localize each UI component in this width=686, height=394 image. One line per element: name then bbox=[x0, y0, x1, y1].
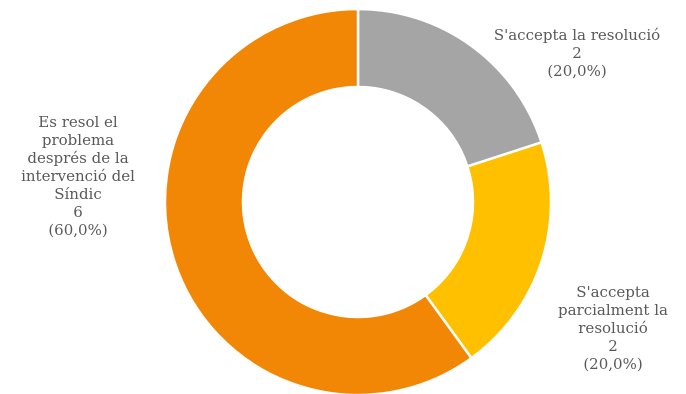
slice-label-line: Síndic bbox=[54, 185, 102, 203]
slice-label-value: 2 bbox=[608, 337, 618, 355]
slice-label-line: parcialment la bbox=[558, 301, 668, 319]
slice-label-percent: (20,0%) bbox=[547, 62, 607, 80]
slice-label-line: intervenció del bbox=[21, 167, 135, 185]
slice-label-line: S'accepta bbox=[576, 283, 650, 301]
slice-label-value: 2 bbox=[572, 44, 582, 62]
slice-label-line: problema bbox=[41, 131, 115, 149]
slice-label-line: S'accepta la resolució bbox=[493, 26, 661, 44]
slice-label-accepta: S'accepta la resolució 2 (20,0%) bbox=[472, 26, 682, 80]
slice-label-es-resol: Es resol el problema després de la inter… bbox=[0, 113, 156, 239]
slice-label-line: després de la bbox=[27, 149, 129, 167]
slice-label-value: 6 bbox=[73, 203, 83, 221]
slice-label-percent: (20,0%) bbox=[583, 355, 643, 373]
slice-label-line: Es resol el bbox=[38, 113, 118, 131]
slice-label-accepta-parcialment: S'accepta parcialment la resolució 2 (20… bbox=[540, 283, 686, 373]
slice-label-line: resolució bbox=[578, 319, 648, 337]
donut-slice-3 bbox=[163, 7, 474, 394]
slice-label-percent: (60,0%) bbox=[48, 221, 108, 239]
